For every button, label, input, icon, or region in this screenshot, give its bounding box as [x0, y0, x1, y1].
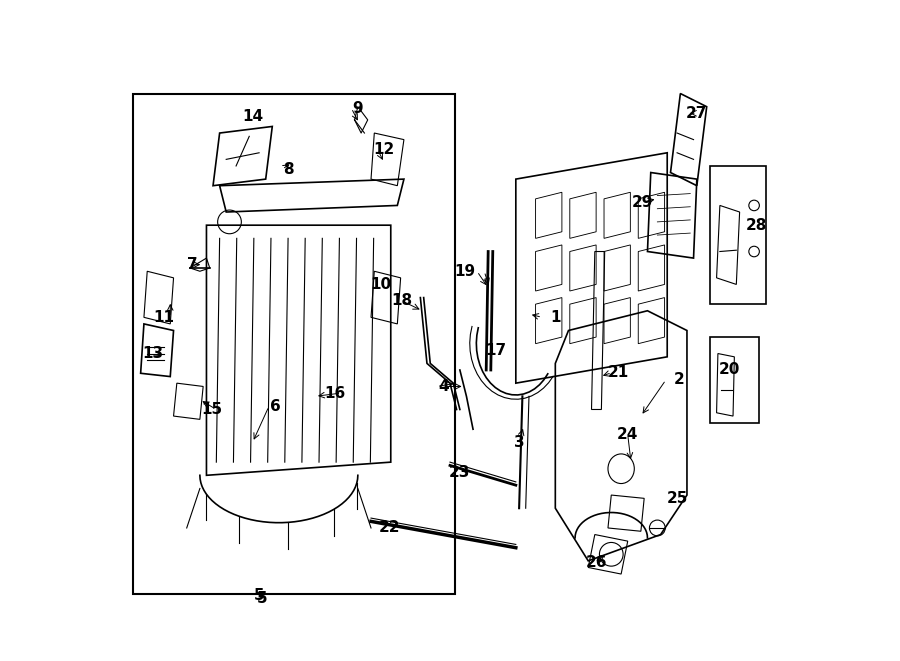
Text: 21: 21	[608, 365, 629, 380]
Text: 11: 11	[153, 310, 175, 325]
Text: 28: 28	[745, 217, 767, 233]
Text: 13: 13	[142, 346, 163, 361]
Text: 18: 18	[392, 293, 412, 309]
Text: 19: 19	[454, 264, 475, 279]
Text: 16: 16	[324, 385, 346, 401]
Bar	[710, 337, 760, 422]
Text: 1: 1	[550, 310, 561, 325]
Text: 4: 4	[438, 379, 449, 394]
Text: 7: 7	[186, 257, 197, 272]
Bar	[132, 94, 455, 594]
Text: 23: 23	[449, 465, 471, 479]
Text: 5: 5	[257, 591, 267, 606]
Bar	[710, 166, 766, 304]
Text: 27: 27	[686, 106, 707, 121]
Text: 8: 8	[284, 162, 294, 176]
Text: 5: 5	[254, 588, 265, 603]
Text: 25: 25	[666, 491, 688, 506]
Text: 24: 24	[617, 427, 638, 442]
Text: 20: 20	[719, 362, 741, 377]
Text: 2: 2	[674, 372, 684, 387]
Text: 17: 17	[485, 343, 507, 358]
Text: 6: 6	[270, 399, 281, 414]
Text: 29: 29	[632, 194, 652, 210]
Text: 14: 14	[242, 109, 263, 124]
Text: 12: 12	[374, 142, 395, 157]
Text: 26: 26	[585, 555, 607, 570]
Text: 15: 15	[202, 402, 222, 417]
Text: 3: 3	[514, 435, 525, 450]
Text: 9: 9	[353, 100, 364, 116]
Text: 22: 22	[379, 520, 400, 535]
Text: 10: 10	[370, 277, 392, 292]
